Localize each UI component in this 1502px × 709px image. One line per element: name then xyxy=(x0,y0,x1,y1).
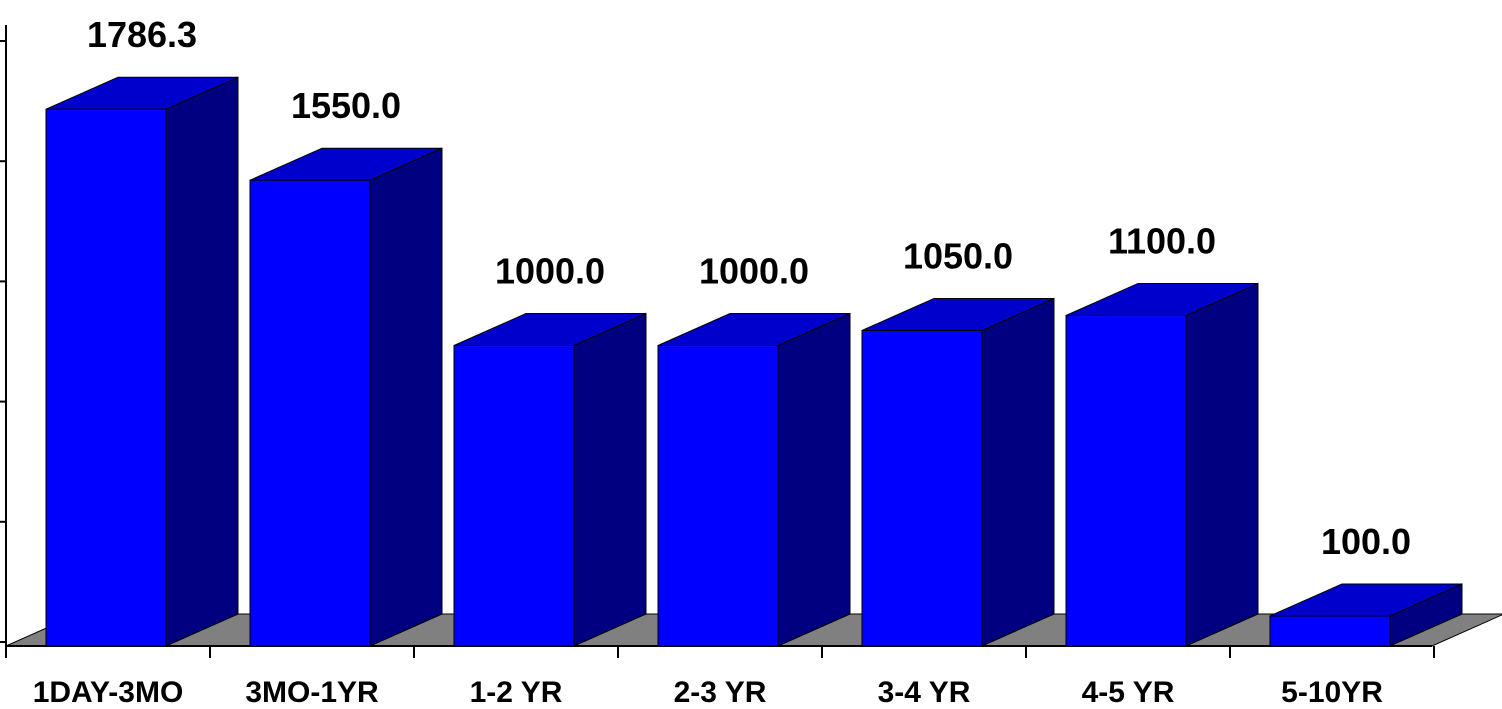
bar-front-face xyxy=(249,179,371,647)
bar xyxy=(453,312,647,647)
category-label: 1DAY-3MO xyxy=(33,676,184,709)
bar-side-face xyxy=(777,312,851,647)
data-label: 1050.0 xyxy=(903,235,1013,276)
bar-front-face xyxy=(1065,314,1187,647)
category-label: 1-2 YR xyxy=(470,676,563,709)
bar-side-face xyxy=(165,76,239,647)
data-label: 1550.0 xyxy=(291,85,401,126)
category-label: 3-4 YR xyxy=(878,676,971,709)
x-axis-ticks xyxy=(5,646,1435,658)
category-label: 3MO-1YR xyxy=(245,676,379,709)
bar-front-face xyxy=(45,108,167,647)
bar-side-face xyxy=(573,312,647,647)
bar-front-face xyxy=(861,329,983,647)
bar xyxy=(657,312,851,647)
bar xyxy=(45,76,239,647)
data-label: 1100.0 xyxy=(1108,220,1216,261)
category-label: 4-5 YR xyxy=(1082,676,1175,709)
bar-side-face xyxy=(1185,282,1259,647)
category-labels: 1DAY-3MO 3MO-1YR 1-2 YR 2-3 YR 3-4 YR 4-5 YR 5… xyxy=(33,676,1384,709)
bar xyxy=(1065,282,1259,647)
bar xyxy=(249,147,443,647)
bar xyxy=(1269,583,1463,647)
y-axis-ticks xyxy=(0,40,6,643)
bar-front-face xyxy=(453,345,575,647)
data-label: 100.0 xyxy=(1321,521,1411,562)
data-labels: 1786.3 1550.0 1000.0 1000.0 1050.0 1100.0 100.… xyxy=(87,14,1411,562)
data-label: 1000.0 xyxy=(699,251,809,292)
category-label: 5-10YR xyxy=(1281,676,1383,709)
bar-front-face xyxy=(657,345,779,647)
bar xyxy=(861,297,1055,647)
bar-side-face xyxy=(369,147,443,647)
data-label: 1786.3 xyxy=(87,14,197,55)
data-label: 1000.0 xyxy=(495,251,605,292)
bar-front-face xyxy=(1269,615,1391,647)
bar-series xyxy=(45,76,1463,647)
bar-side-face xyxy=(981,297,1055,647)
category-label: 2-3 YR xyxy=(674,676,767,709)
